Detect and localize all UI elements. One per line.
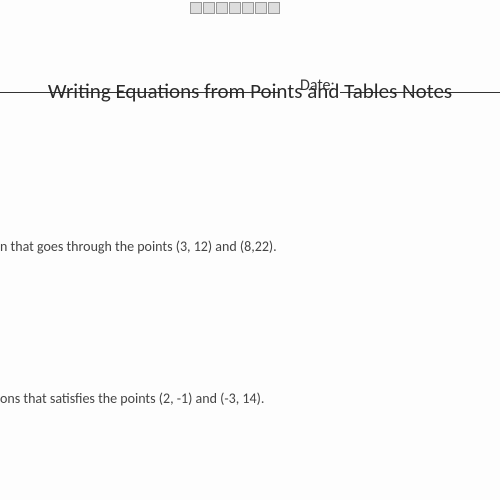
toolbar-icon (203, 2, 215, 14)
toolbar-icon (216, 2, 228, 14)
toolbar-icon (255, 2, 267, 14)
toolbar-icon (242, 2, 254, 14)
problem-1-text: n that goes through the points (3, 12) a… (0, 238, 277, 255)
toolbar-icon (268, 2, 280, 14)
toolbar-remnant (190, 2, 280, 14)
page-title: Writing Equations from Points and Tables… (0, 78, 500, 104)
problem-2-text: ons that satisfies the points (2, -1) an… (0, 390, 264, 407)
toolbar-icon (229, 2, 241, 14)
toolbar-icon (190, 2, 202, 14)
